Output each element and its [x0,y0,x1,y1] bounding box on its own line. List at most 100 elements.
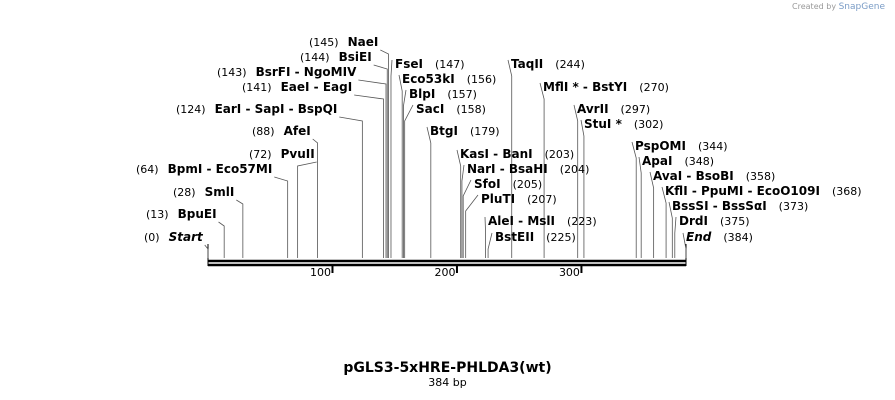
site-line [661,186,667,258]
site-position: 244 [555,58,585,71]
site-label: AleI - MslI 223 [488,213,597,230]
site-line [218,221,225,258]
credit-brand: SnapGene [838,2,885,12]
site-position: 144 [300,51,330,64]
map-title: pGLS3-5xHRE-PHLDA3(wt) [343,360,552,376]
site-label: 124 EarI - SapI - BspQI [176,101,337,118]
site-line [674,216,677,258]
site-position: 270 [639,81,669,94]
site-line [390,59,393,258]
site-label: PspOMI 344 [635,138,728,155]
site-label: SfoI 205 [474,176,542,193]
ruler-label: 300 [558,266,580,279]
site-label: 0 Start [144,229,203,246]
site-name: DrdI [679,214,708,228]
site-label: 72 PvuII [249,146,315,163]
site-name: PluTI [481,192,516,206]
site-position: 225 [546,231,576,244]
site-position: 141 [242,81,272,94]
site-line [649,171,655,258]
site-position: 0 [144,231,160,244]
site-label: BlpI 157 [409,86,477,103]
site-name: SmlI [204,185,235,199]
site-name: AvrII [577,102,609,116]
site-label: 144 BsiEI [300,49,372,66]
site-position: 344 [698,140,728,153]
site-label: AvrII 297 [577,101,650,118]
site-position: 297 [621,103,651,116]
site-name: KflI - PpuMI - EcoO109I [665,184,820,198]
site-position: 384 [723,231,753,244]
site-label: SacI 158 [416,101,486,118]
site-name: SacI [416,102,445,116]
site-label: TaqII 244 [511,56,585,73]
site-line [358,79,387,258]
site-name: NaeI [347,35,379,49]
site-line [461,164,465,258]
site-position: 157 [447,88,477,101]
site-name: BpmI - Eco57MI [167,162,273,176]
site-position: 145 [309,36,339,49]
site-name: KasI - BanI [460,147,533,161]
site-label: BssSI - BssSαI 373 [672,198,808,215]
ruler-label: 200 [434,266,456,279]
site-name: EarI - SapI - BspQI [214,102,338,116]
site-position: 88 [252,125,275,138]
site-label: StuI * 302 [584,116,663,133]
site-label: KflI - PpuMI - EcoO109I 368 [665,183,862,200]
site-position: 205 [513,178,543,191]
site-name: BpuEI [177,207,217,221]
site-line [404,104,414,258]
site-line [312,138,318,258]
site-name: StuI * [584,117,622,131]
site-position: 28 [173,186,196,199]
site-name: AleI - MslI [488,214,556,228]
site-label: 64 BpmI - Eco57MI [136,161,272,178]
site-line [204,244,209,258]
credit: Created by SnapGene [792,2,885,12]
site-label: DrdI 375 [679,213,750,230]
site-label: 13 BpuEI [146,206,217,223]
site-label: 143 BsrFI - NgoMIV [217,64,356,81]
site-position: 204 [560,163,590,176]
site-name: NarI - BsaHI [467,162,548,176]
site-label: AvaI - BsoBI 358 [653,168,775,185]
site-label: 28 SmlI [173,184,234,201]
site-position: 368 [832,185,862,198]
site-name: Start [168,230,203,244]
site-name: FseI [395,57,423,71]
site-name: PspOMI [635,139,686,153]
site-line [638,156,642,258]
site-position: 64 [136,163,159,176]
site-name: End [686,230,712,244]
site-label: End 384 [686,229,753,246]
site-label: 145 NaeI [309,34,378,51]
site-line [456,149,462,258]
site-line [339,116,363,258]
site-position: 223 [567,215,597,228]
site-name: AfeI [283,124,311,138]
site-label: KasI - BanI 203 [460,146,574,163]
site-line [631,141,637,258]
site-label: MflI * - BstYI 270 [543,79,669,96]
site-position: 72 [249,148,272,161]
site-line [682,232,687,258]
site-position: 302 [634,118,664,131]
site-position: 358 [746,170,776,183]
site-name: AvaI - BsoBI [653,169,734,183]
site-name: EaeI - EagI [280,80,353,94]
map-length: 384 bp [428,376,467,389]
site-line [539,82,545,258]
site-line [484,216,486,258]
site-name: SfoI [474,177,501,191]
site-label: 88 AfeI [252,123,311,140]
site-position: 124 [176,103,206,116]
site-line [380,49,389,258]
site-name: BsrFI - NgoMIV [255,65,357,79]
site-name: BssSI - BssSαI [672,199,767,213]
site-name: BstEII [495,230,535,244]
site-line [426,126,432,258]
site-position: 207 [527,193,557,206]
site-position: 156 [467,73,497,86]
